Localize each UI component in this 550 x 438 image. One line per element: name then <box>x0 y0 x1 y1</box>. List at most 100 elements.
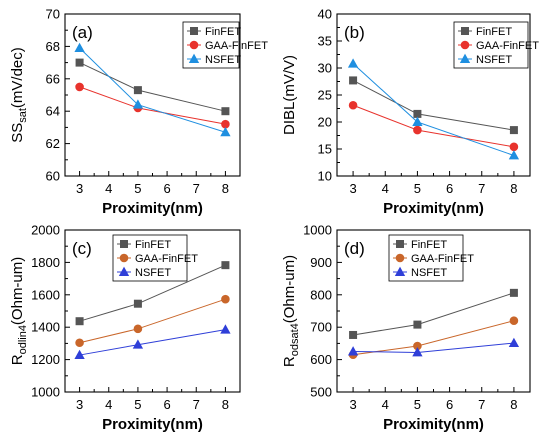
y-tick-label: 15 <box>318 142 332 157</box>
legend-label: FinFET <box>135 239 171 251</box>
legend-label: NSFET <box>476 54 512 66</box>
legend-label: GAA-FinFET <box>476 40 539 52</box>
x-axis-title: Proximity(nm) <box>102 200 203 217</box>
data-point-nsfet <box>220 126 231 137</box>
x-tick-label: 6 <box>163 181 170 196</box>
y-axis-title: DIBL(mV/V) <box>281 55 298 135</box>
legend-marker <box>396 240 404 248</box>
legend-marker <box>394 266 406 276</box>
chart-panel-c: 3 4 5 6 7 8 1000 1200 1400 1600 1800 2000 Proximity(… <box>9 223 241 433</box>
x-axis-title: Proximity(nm) <box>383 416 484 433</box>
legend-label: FinFET <box>205 26 241 38</box>
x-tick-label: 7 <box>478 181 485 196</box>
x-tick-label: 3 <box>76 181 83 196</box>
series-line-gaa-finfet <box>353 320 515 356</box>
data-point-nsfet <box>132 99 144 109</box>
x-axis-title: Proximity(nm) <box>102 416 203 433</box>
y-tick-label: 64 <box>46 104 60 119</box>
legend-marker <box>460 40 470 50</box>
x-tick-label: 6 <box>446 397 453 412</box>
y-tick-label: 60 <box>46 169 60 184</box>
legend-marker <box>119 253 129 263</box>
legend-marker <box>459 53 471 63</box>
y-tick-label: 20 <box>318 115 332 130</box>
x-tick-label: 3 <box>349 181 356 196</box>
data-point-nsfet <box>412 347 423 357</box>
data-point-gaa-finfet <box>75 338 84 348</box>
legend-marker <box>190 27 198 35</box>
legend-label: FinFET <box>411 239 447 251</box>
y-tick-label: 1200 <box>31 352 60 367</box>
y-tick-label: 10 <box>318 169 332 184</box>
x-tick-label: 5 <box>134 397 141 412</box>
y-tick-label: 1000 <box>303 223 332 238</box>
series-line-finfet <box>353 292 515 336</box>
data-point-nsfet <box>508 337 520 348</box>
panel-label: (a) <box>72 23 93 42</box>
x-tick-label: 7 <box>193 181 200 196</box>
legend-label: NSFET <box>205 54 241 66</box>
data-point-finfet <box>349 76 358 85</box>
x-tick-label: 5 <box>414 181 421 196</box>
data-point-nsfet <box>347 58 359 68</box>
x-tick-label: 3 <box>349 397 356 412</box>
data-point-finfet <box>133 299 142 308</box>
x-tick-label: 8 <box>222 397 229 412</box>
y-tick-label: 1800 <box>31 255 60 270</box>
y-tick-label: 62 <box>46 136 60 151</box>
x-tick-label: 5 <box>414 397 421 412</box>
data-point-nsfet <box>74 349 85 360</box>
series-line-nsfet <box>352 63 515 156</box>
x-tick-label: 4 <box>382 397 389 412</box>
data-point-nsfet <box>74 42 85 52</box>
y-tick-label: 900 <box>310 255 332 270</box>
series-line-nsfet <box>79 329 226 356</box>
y-tick-label: 70 <box>46 7 60 22</box>
x-tick-label: 8 <box>510 181 517 196</box>
data-point-finfet <box>509 288 518 297</box>
y-tick-label: 800 <box>310 287 332 302</box>
x-axis-title: Proximity(nm) <box>383 200 484 217</box>
x-tick-label: 5 <box>134 181 141 196</box>
data-point-finfet <box>75 58 84 67</box>
y-axis-title: Rodlin4(Ohm-um) <box>9 257 29 366</box>
legend-label: FinFET <box>476 26 512 38</box>
x-tick-label: 8 <box>222 181 229 196</box>
legend-marker <box>395 253 405 263</box>
data-point-gaa-finfet <box>75 82 84 92</box>
y-axis-title: SSsat(mV/dec) <box>9 47 29 143</box>
data-point-gaa-finfet <box>413 125 422 135</box>
y-tick-label: 66 <box>46 71 60 86</box>
y-tick-label: 700 <box>310 320 332 335</box>
legend-label: GAA-FinFET <box>411 253 474 265</box>
x-tick-label: 4 <box>105 181 112 196</box>
data-point-gaa-finfet <box>509 142 519 152</box>
legend-marker <box>461 27 469 35</box>
legend-label: NSFET <box>411 267 447 279</box>
y-tick-label: 1000 <box>31 385 60 400</box>
x-tick-label: 4 <box>382 181 389 196</box>
data-point-finfet <box>349 330 358 339</box>
chart-panel-b: 3 4 5 6 7 8 10 15 20 25 30 35 40 Proximity(nm) DIBL(mV… <box>281 7 539 218</box>
series-line-finfet <box>352 79 514 131</box>
data-point-gaa-finfet <box>509 316 519 326</box>
data-point-finfet <box>413 320 422 329</box>
x-tick-label: 7 <box>478 397 485 412</box>
data-point-nsfet <box>220 324 231 334</box>
y-tick-label: 25 <box>318 88 332 103</box>
legend-marker <box>188 53 200 63</box>
y-tick-label: 1600 <box>31 287 60 302</box>
x-tick-label: 8 <box>510 397 517 412</box>
y-tick-label: 500 <box>310 385 332 400</box>
panel-label: (b) <box>344 23 365 42</box>
legend-label: NSFET <box>135 267 171 279</box>
data-point-finfet <box>413 109 422 118</box>
data-point-gaa-finfet <box>221 294 230 304</box>
x-tick-label: 6 <box>163 397 170 412</box>
y-tick-label: 68 <box>46 39 60 54</box>
data-point-finfet <box>75 317 84 326</box>
legend-label: GAA-FinFET <box>135 253 198 265</box>
data-point-nsfet <box>508 150 520 160</box>
data-point-finfet <box>509 126 518 135</box>
